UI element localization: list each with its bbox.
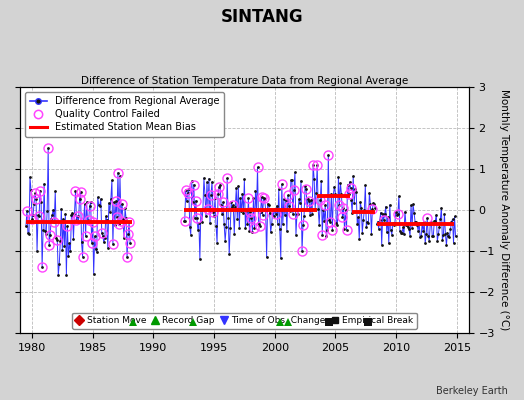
Text: Berkeley Earth: Berkeley Earth xyxy=(436,386,508,396)
Title: Difference of Station Temperature Data from Regional Average: Difference of Station Temperature Data f… xyxy=(81,76,408,86)
Y-axis label: Monthly Temperature Anomaly Difference (°C): Monthly Temperature Anomaly Difference (… xyxy=(499,90,509,331)
Text: SINTANG: SINTANG xyxy=(221,8,303,26)
Legend: Station Move, Record Gap, Time of Obs. Change, Empirical Break: Station Move, Record Gap, Time of Obs. C… xyxy=(72,312,417,329)
